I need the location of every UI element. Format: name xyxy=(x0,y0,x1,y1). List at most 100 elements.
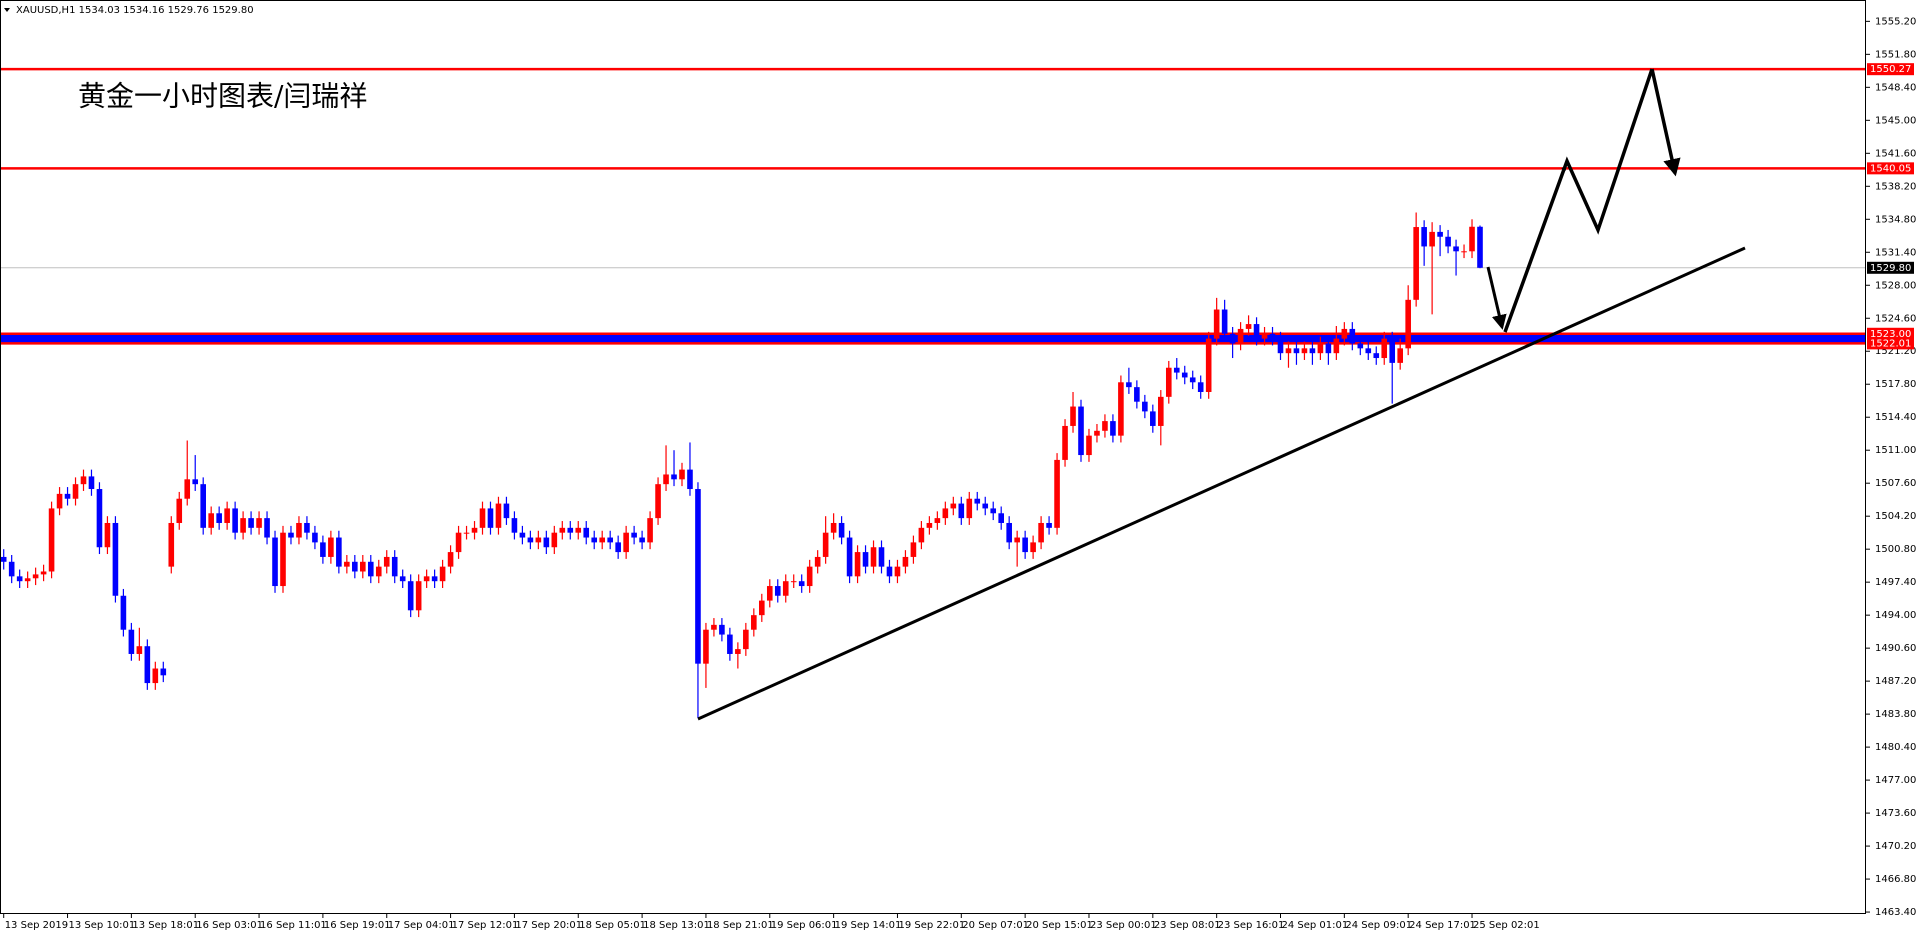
x-tick-label: 17 Sep 20:01 xyxy=(515,920,582,931)
level-tag xyxy=(1867,63,1914,76)
candle-body xyxy=(1301,348,1308,354)
candle-body xyxy=(671,474,677,480)
y-tick-label: 1514.40 xyxy=(1875,412,1916,423)
candle-body xyxy=(1134,387,1140,402)
candle-body xyxy=(782,581,789,596)
level-tag xyxy=(1867,337,1914,350)
candle-body xyxy=(567,527,574,533)
x-tick-label: 16 Sep 03:01 xyxy=(196,920,263,931)
y-tick-label: 1490.60 xyxy=(1875,643,1916,654)
candle-body xyxy=(1213,309,1220,339)
candle-body xyxy=(48,508,55,572)
x-tick-label: 20 Sep 07:01 xyxy=(962,920,1029,931)
x-tick-label: 13 Sep 18:01 xyxy=(132,920,199,931)
candle-body xyxy=(383,556,390,567)
candle-body xyxy=(846,537,853,577)
candle-body xyxy=(1293,348,1300,354)
candle-body xyxy=(495,503,502,528)
candle-body xyxy=(966,498,973,519)
candle-body xyxy=(1285,348,1292,354)
candle-body xyxy=(934,518,941,523)
y-tick-label: 1517.80 xyxy=(1875,379,1916,390)
candle-body xyxy=(1205,338,1212,392)
candle-body xyxy=(743,629,749,650)
candle-body xyxy=(112,522,119,596)
candle-body xyxy=(256,518,262,528)
y-tick-label: 1504.20 xyxy=(1875,511,1916,522)
candle-body xyxy=(1197,382,1204,392)
candle-body xyxy=(535,537,542,543)
candle-body xyxy=(830,522,837,533)
candle-body xyxy=(216,513,222,523)
y-tick-label: 1511.00 xyxy=(1875,445,1916,456)
candle-body xyxy=(16,576,23,582)
candle-body xyxy=(423,576,430,582)
candle-body xyxy=(639,537,645,543)
candle-body xyxy=(407,581,414,611)
candle-body xyxy=(152,668,159,684)
candle-body xyxy=(1181,372,1188,378)
candle-body xyxy=(543,537,550,548)
arrow xyxy=(1486,266,1507,330)
arrow xyxy=(1504,165,1566,333)
candle-body xyxy=(838,522,845,538)
candle-body xyxy=(631,532,637,538)
candle-body xyxy=(1421,227,1427,247)
candle-body xyxy=(1325,343,1332,354)
plot-frame xyxy=(0,0,1866,914)
candle-body xyxy=(990,508,997,514)
candle-body xyxy=(751,615,757,630)
y-tick-label: 1494.00 xyxy=(1875,610,1916,621)
y-tick-label: 1500.80 xyxy=(1875,544,1916,555)
candle-body xyxy=(878,547,885,567)
candle-body xyxy=(1317,343,1324,354)
candle-body xyxy=(1006,522,1012,543)
candle-body xyxy=(583,527,590,538)
candle-body xyxy=(1405,299,1411,349)
y-tick-label: 1463.40 xyxy=(1875,907,1916,918)
y-tick-label: 1545.00 xyxy=(1875,115,1916,126)
candle-body xyxy=(136,646,143,654)
candle-body xyxy=(910,542,917,557)
candle-body xyxy=(1245,324,1252,329)
arrow xyxy=(1650,68,1681,177)
x-tick-label: 18 Sep 13:01 xyxy=(643,920,710,931)
candle-body xyxy=(886,566,893,577)
candle-body xyxy=(1158,396,1164,426)
x-tick-label: 23 Sep 08:01 xyxy=(1154,920,1221,931)
y-tick-label: 1470.20 xyxy=(1875,841,1916,852)
candle-body xyxy=(703,629,709,664)
candle-body xyxy=(527,537,534,543)
candle-body xyxy=(439,566,446,582)
x-tick-label: 20 Sep 15:01 xyxy=(1026,920,1093,931)
candle-body xyxy=(998,513,1004,523)
y-tick-label: 1480.40 xyxy=(1875,742,1916,753)
candle-body xyxy=(1030,542,1036,553)
x-tick-label: 24 Sep 17:01 xyxy=(1409,920,1476,931)
candle-body xyxy=(88,476,95,490)
candle-body xyxy=(248,518,254,528)
candle-body xyxy=(1062,425,1068,460)
candle-body xyxy=(328,537,334,557)
candle-body xyxy=(591,537,598,543)
candle-body xyxy=(958,503,965,519)
candle-body xyxy=(663,474,669,485)
candle-body xyxy=(1341,328,1348,339)
candle-body xyxy=(192,479,199,485)
candle-body xyxy=(1477,226,1483,268)
candle-body xyxy=(208,513,214,528)
candle-body xyxy=(862,552,869,567)
candle-body xyxy=(72,484,79,499)
x-tick-label: 13 Sep 10:01 xyxy=(69,920,136,931)
candle-body xyxy=(647,518,653,543)
candle-body xyxy=(974,498,981,504)
candle-body xyxy=(24,578,31,582)
candle-body xyxy=(894,566,901,577)
y-tick-label: 1524.60 xyxy=(1875,313,1916,324)
menu-icon[interactable] xyxy=(4,8,10,12)
candle-body xyxy=(814,556,821,567)
candle-body xyxy=(1333,338,1340,354)
y-tick-label: 1531.40 xyxy=(1875,247,1916,258)
candle-body xyxy=(982,503,989,509)
